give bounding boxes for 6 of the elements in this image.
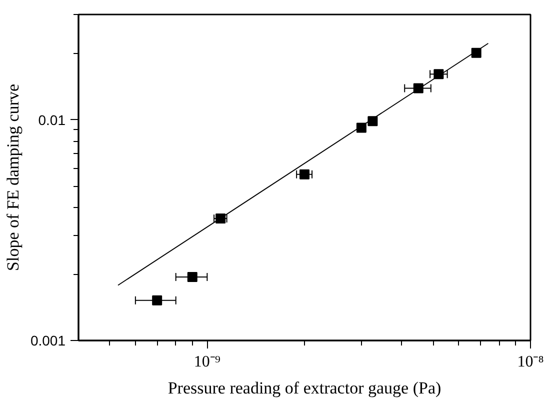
y-axis-title: Slope of FE damping curve — [3, 84, 22, 271]
y-tick-label: 0.01 — [38, 112, 66, 128]
x-tick-label: 10⁻⁹ — [194, 354, 221, 370]
x-axis-title: Pressure reading of extractor gauge (Pa) — [168, 378, 442, 398]
y-tick-label: 0.001 — [30, 332, 66, 348]
x-tick-label: 10⁻⁸ — [517, 354, 544, 370]
